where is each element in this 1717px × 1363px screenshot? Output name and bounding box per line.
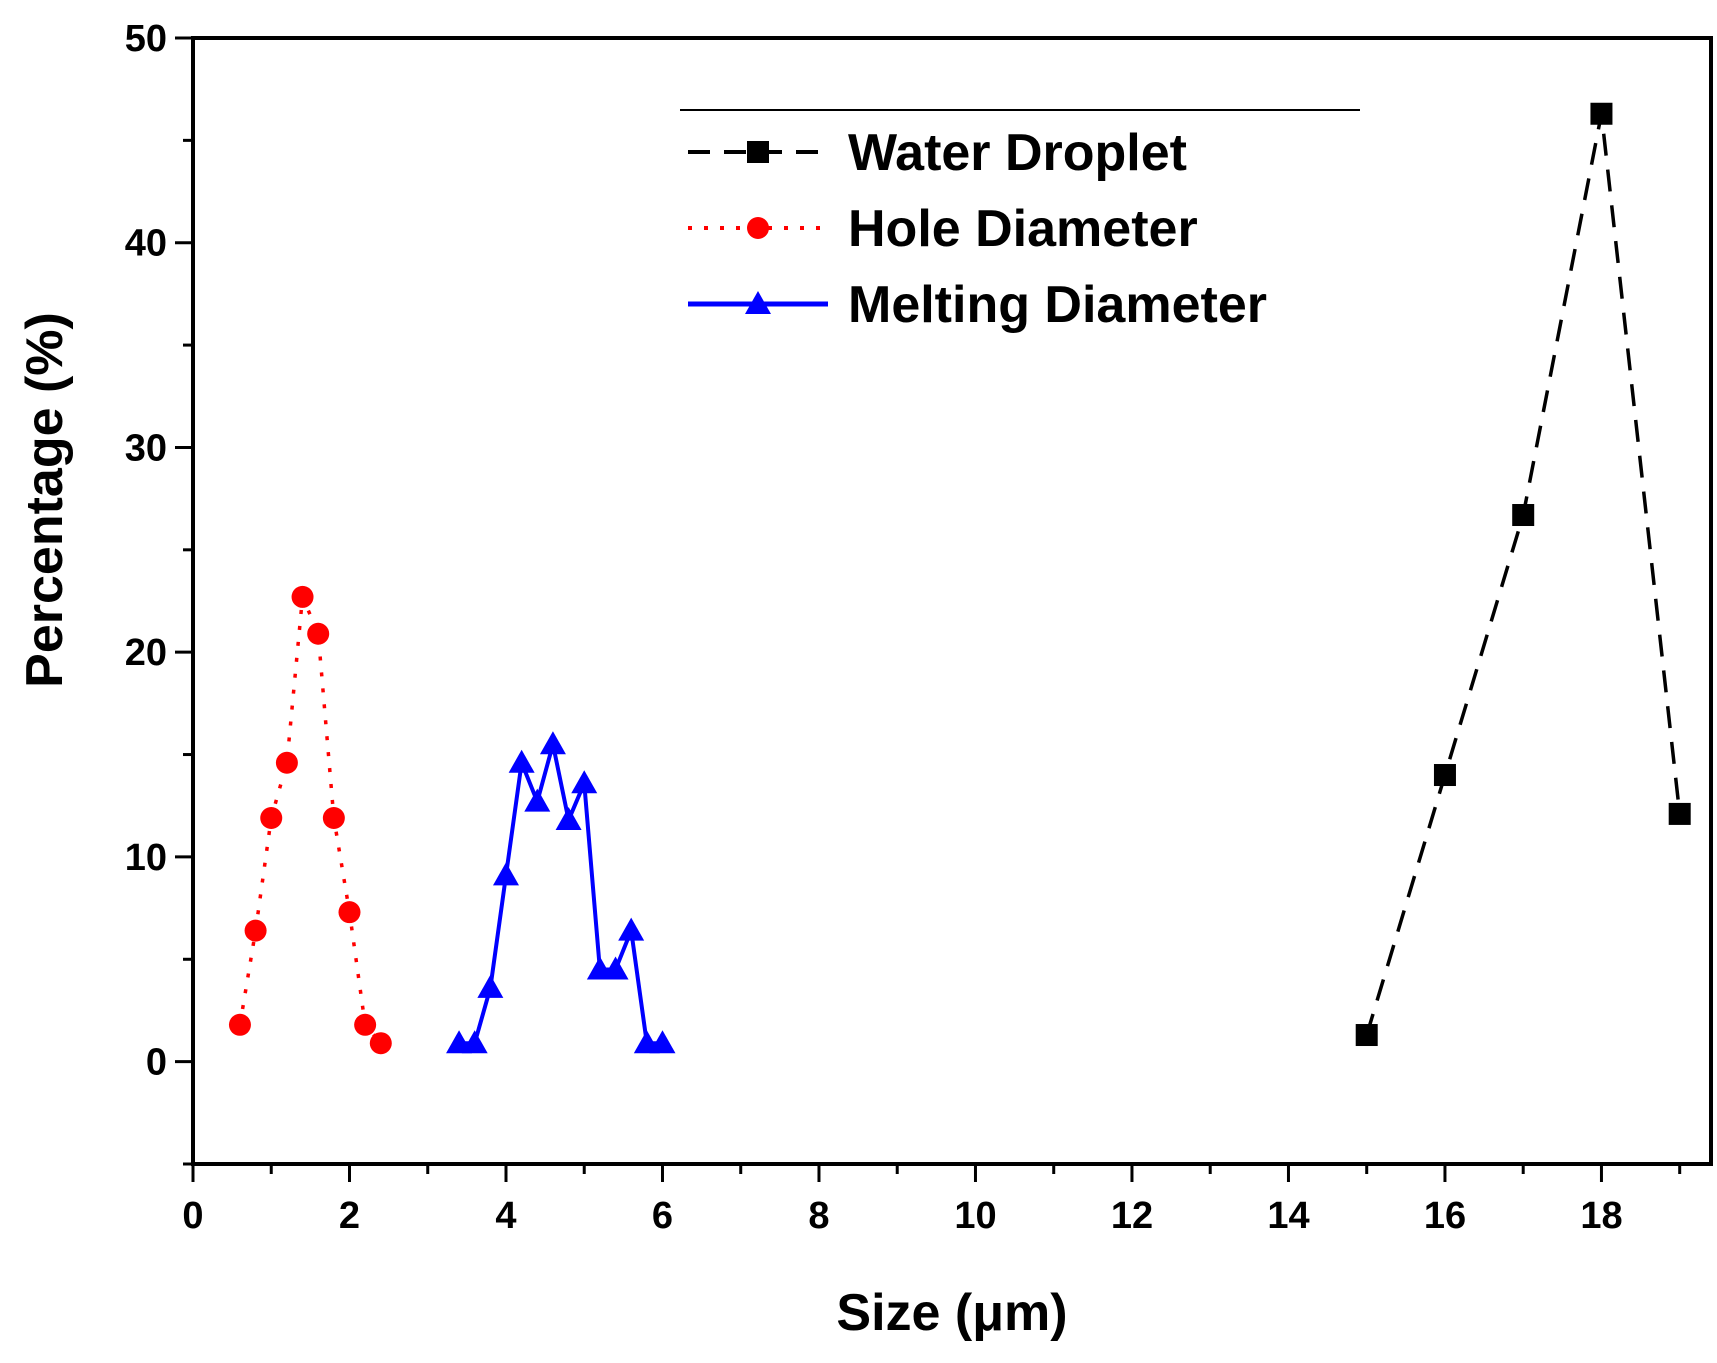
data-point-melting-diameter <box>649 1030 676 1054</box>
legend-label-water-droplet: Water Droplet <box>848 124 1187 182</box>
y-tick-label: 0 <box>146 1042 167 1084</box>
data-point-melting-diameter <box>461 1030 488 1054</box>
y-tick-label: 30 <box>125 427 167 469</box>
data-point-melting-diameter <box>524 788 551 812</box>
x-tick-label: 12 <box>1111 1195 1153 1237</box>
data-point-melting-diameter <box>571 770 598 794</box>
data-point-melting-diameter <box>492 862 519 886</box>
x-tick-label: 16 <box>1424 1195 1466 1237</box>
data-point-hole-diameter <box>307 622 330 645</box>
series-melting-diameter <box>446 731 676 1054</box>
x-tick-label: 4 <box>495 1195 516 1237</box>
data-point-melting-diameter <box>508 749 535 773</box>
data-point-hole-diameter <box>369 1032 392 1055</box>
x-tick-label: 18 <box>1580 1195 1622 1237</box>
data-point-hole-diameter <box>260 807 283 830</box>
data-point-water-droplet <box>1512 504 1535 527</box>
data-point-hole-diameter <box>354 1013 377 1036</box>
x-tick-label: 10 <box>954 1195 996 1237</box>
data-point-hole-diameter <box>275 751 298 774</box>
data-point-melting-diameter <box>539 731 566 755</box>
x-tick-label: 14 <box>1267 1195 1309 1237</box>
data-point-melting-diameter <box>602 956 629 980</box>
data-point-water-droplet <box>1355 1024 1378 1047</box>
y-axis-ticks: 0 10 20 30 40 50 <box>125 18 193 1166</box>
legend-marker-water-droplet <box>747 141 769 163</box>
x-tick-label: 2 <box>339 1195 360 1237</box>
plot-frame <box>191 36 1713 1166</box>
x-axis-title: Size (μm) <box>836 1284 1067 1342</box>
legend-marker-melting-diameter <box>745 291 771 314</box>
legend: Water Droplet Hole Diameter Melting Diamet… <box>680 109 1360 338</box>
y-axis-title: Percentage (%) <box>16 312 74 688</box>
data-point-water-droplet <box>1433 764 1456 787</box>
data-point-hole-diameter <box>338 901 361 924</box>
y-tick-label: 20 <box>125 632 167 674</box>
data-point-melting-diameter <box>555 807 582 831</box>
y-tick-label: 10 <box>125 837 167 879</box>
x-tick-label: 6 <box>652 1195 673 1237</box>
legend-box <box>680 110 1360 338</box>
y-tick-label: 40 <box>125 223 167 265</box>
x-tick-label: 8 <box>808 1195 829 1237</box>
data-point-water-droplet <box>1590 102 1613 125</box>
series-line-melting-diameter <box>459 742 663 1046</box>
data-point-hole-diameter <box>322 807 345 830</box>
series-hole-diameter <box>228 585 392 1055</box>
x-tick-label: 0 <box>182 1195 203 1237</box>
data-point-melting-diameter <box>477 974 504 998</box>
series-water-droplet <box>1355 102 1691 1047</box>
data-point-hole-diameter <box>244 919 267 942</box>
data-point-melting-diameter <box>618 917 645 941</box>
legend-marker-hole-diameter <box>747 217 769 239</box>
data-point-water-droplet <box>1668 802 1691 825</box>
data-point-hole-diameter <box>291 585 314 608</box>
legend-label-hole-diameter: Hole Diameter <box>848 200 1198 258</box>
y-tick-label: 50 <box>125 18 167 60</box>
legend-label-melting-diameter: Melting Diameter <box>848 276 1267 334</box>
x-axis-ticks: 0 2 4 6 8 10 12 14 16 18 <box>182 1164 1682 1237</box>
data-point-hole-diameter <box>228 1013 251 1036</box>
series-line-water-droplet <box>1365 111 1682 1036</box>
series-layer <box>228 102 1691 1055</box>
